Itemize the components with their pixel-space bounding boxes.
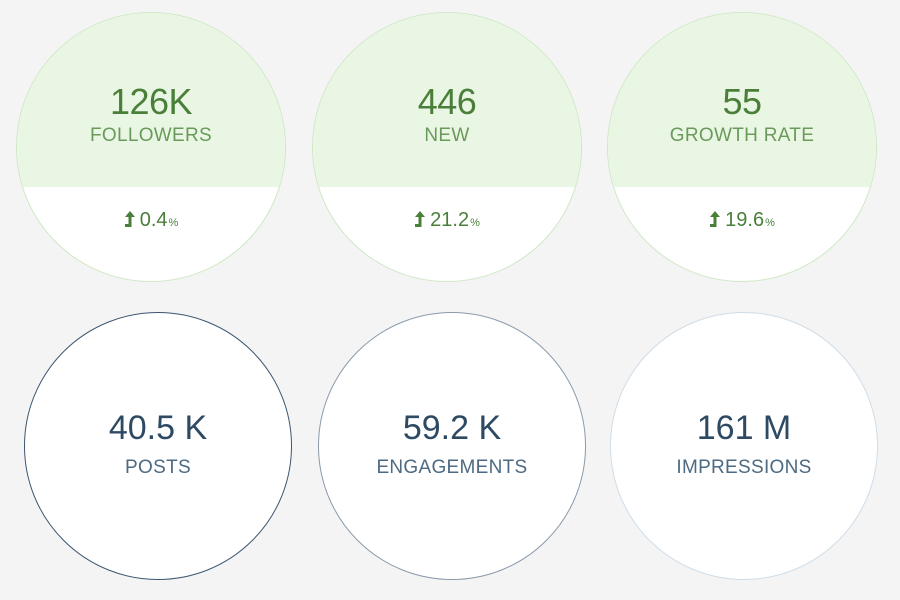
- arrow-up-icon: [124, 211, 135, 227]
- card-fill: [313, 13, 581, 187]
- card-fill: [608, 13, 876, 187]
- followers-card[interactable]: 126K FOLLOWERS 0.4%: [16, 12, 286, 282]
- new-label: NEW: [424, 125, 470, 146]
- arrow-up-icon: [710, 211, 721, 227]
- growth-rate-change: 19.6%: [608, 209, 876, 232]
- new-change: 21.2%: [313, 209, 581, 232]
- new-value: 446: [417, 81, 477, 122]
- new-change-value: 21.2: [430, 209, 470, 231]
- posts-value: 40.5 K: [108, 409, 208, 447]
- new-card[interactable]: 446 NEW 21.2%: [312, 12, 582, 282]
- posts-label: POSTS: [125, 457, 191, 478]
- arrow-up-icon: [415, 211, 426, 227]
- followers-change: 0.4%: [17, 209, 285, 232]
- impressions-label: IMPRESSIONS: [676, 457, 812, 478]
- followers-change-value: 0.4: [139, 209, 168, 231]
- growth-rate-change-value: 19.6: [725, 209, 765, 231]
- engagements-card[interactable]: 59.2 K ENGAGEMENTS: [318, 312, 586, 580]
- impressions-card[interactable]: 161 M IMPRESSIONS: [610, 312, 878, 580]
- engagements-label: ENGAGEMENTS: [376, 457, 528, 478]
- growth-rate-card[interactable]: 55 GROWTH RATE 19.6%: [607, 12, 877, 282]
- followers-value: 126K: [109, 81, 193, 122]
- impressions-value: 161 M: [696, 409, 792, 447]
- percent-sign: %: [470, 217, 480, 229]
- percent-sign: %: [765, 217, 775, 229]
- engagements-value: 59.2 K: [402, 409, 502, 447]
- posts-card[interactable]: 40.5 K POSTS: [24, 312, 292, 580]
- growth-rate-label: GROWTH RATE: [669, 125, 815, 146]
- percent-sign: %: [168, 217, 179, 229]
- followers-label: FOLLOWERS: [90, 125, 212, 146]
- growth-rate-value: 55: [722, 81, 762, 122]
- card-fill: [17, 13, 285, 187]
